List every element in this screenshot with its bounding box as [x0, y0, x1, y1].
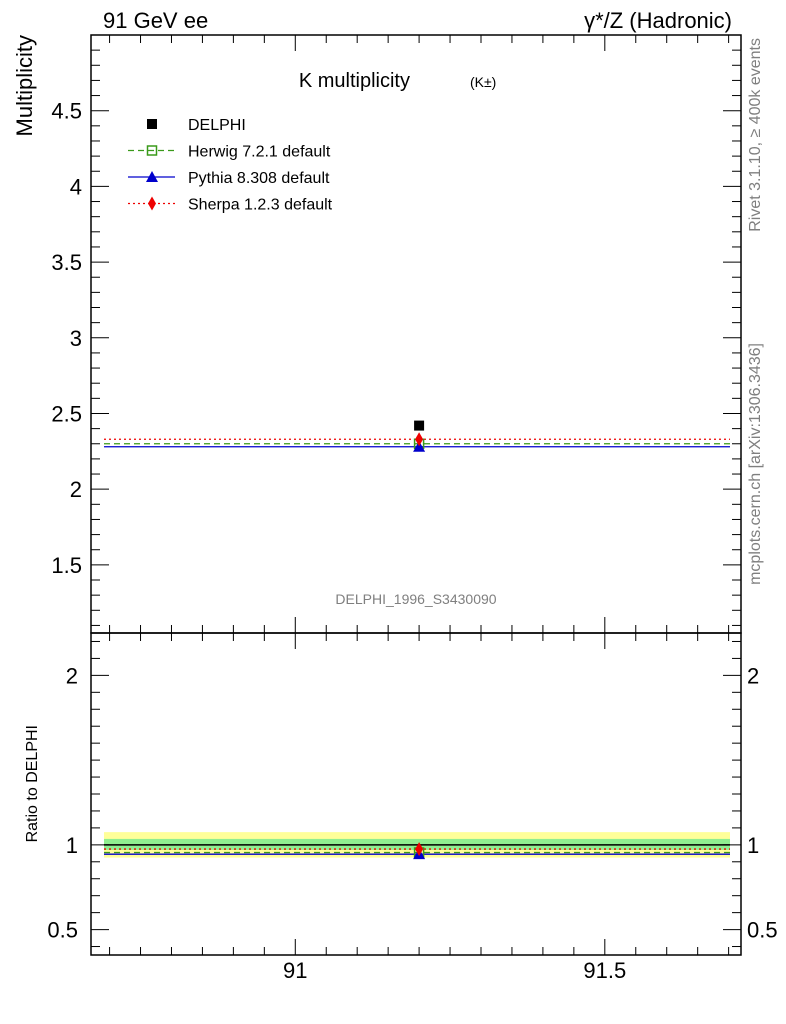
ytick-label-main: 1.5 — [51, 553, 82, 578]
legend-label-delphi: DELPHI — [188, 117, 246, 134]
legend-marker-pythia — [146, 171, 158, 182]
legend-marker-sherpa — [148, 196, 156, 211]
ytick-label-ratio-right: 0.5 — [747, 918, 778, 943]
main-ylabel: Multiplicity — [12, 35, 37, 136]
pythia-point-main — [413, 440, 426, 452]
chart-title: K multiplicity — [299, 70, 410, 92]
header-left: 91 GeV ee — [103, 8, 208, 33]
header-right: γ*/Z (Hadronic) — [584, 8, 732, 33]
legend-label-herwig: Herwig 7.2.1 default — [188, 144, 331, 161]
chart-title-sub: (K±) — [470, 74, 496, 90]
ytick-label-main: 3.5 — [51, 250, 82, 275]
sherpa-point-main — [415, 432, 424, 447]
ytick-label-ratio-right: 2 — [747, 663, 759, 688]
ytick-label-main: 4.5 — [51, 99, 82, 124]
ytick-label-ratio-left: 2 — [66, 663, 78, 688]
legend-marker-delphi — [147, 119, 157, 129]
xtick-label: 91 — [283, 958, 307, 983]
xtick-label: 91.5 — [583, 958, 626, 983]
ytick-label-main: 3 — [70, 326, 82, 351]
ytick-label-main: 2.5 — [51, 401, 82, 426]
ratio-plot-frame — [90, 632, 742, 956]
ytick-label-main: 2 — [70, 477, 82, 502]
side-text-lower: mcplots.cern.ch [arXiv:1306.3436] — [747, 343, 764, 585]
ytick-label-ratio-left: 0.5 — [47, 918, 78, 943]
side-text-upper: Rivet 3.1.10, ≥ 400k events — [747, 38, 764, 232]
axis-ticks — [91, 35, 741, 955]
ytick-label-ratio-right: 1 — [747, 833, 759, 858]
analysis-watermark: DELPHI_1996_S3430090 — [335, 591, 496, 607]
sherpa-point-ratio — [415, 842, 424, 857]
legend-label-pythia: Pythia 8.308 default — [188, 170, 330, 187]
ratio-ylabel: Ratio to DELPHI — [24, 725, 41, 842]
series-lines — [104, 438, 730, 855]
legend-marker-herwig — [146, 145, 158, 156]
tick-labels: 1.5 2 2.5 3 3.5 4 4.5 0.5 0.5 1 1 2 2 91 91.5 — [47, 99, 777, 983]
legend: DELPHI Herwig 7.2.1 default Pythia 8.308 d… — [128, 117, 333, 214]
ytick-label-ratio-left: 1 — [66, 833, 78, 858]
delphi-point-main — [414, 420, 425, 431]
series-markers — [413, 420, 426, 860]
ytick-label-main: 4 — [70, 174, 82, 199]
legend-label-sherpa: Sherpa 1.2.3 default — [188, 197, 333, 214]
